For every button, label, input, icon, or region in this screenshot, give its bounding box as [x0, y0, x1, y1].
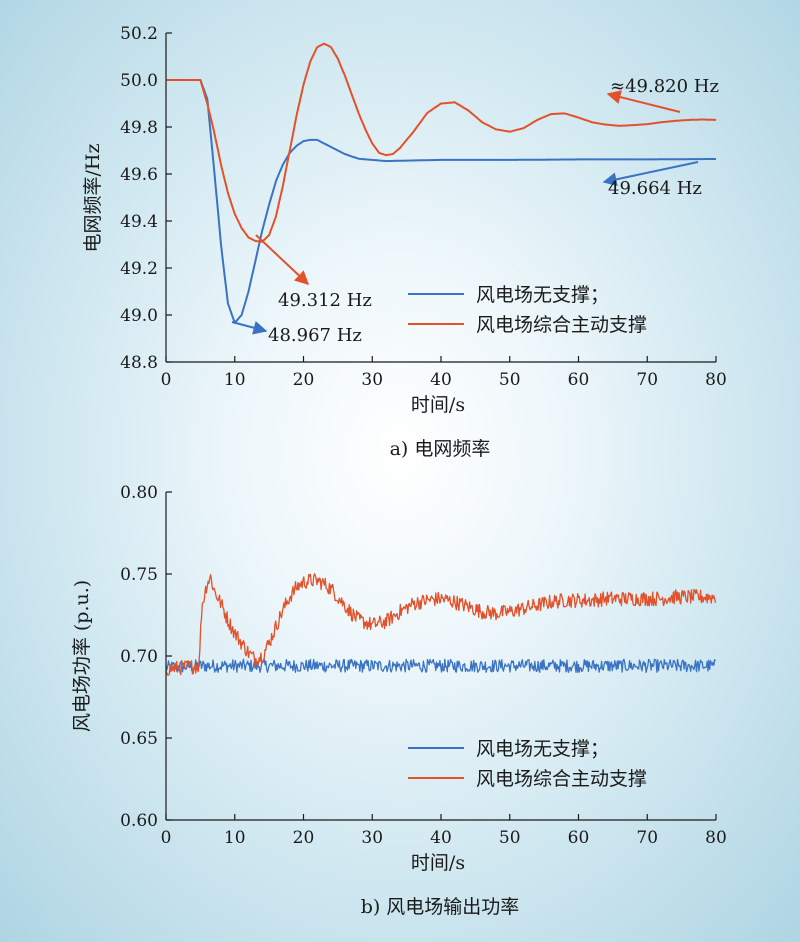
panel-b-x-tick-label: 70 [636, 828, 658, 848]
panel-a-x-tick-label: 70 [636, 370, 658, 390]
panel-b-x-tick-label: 40 [430, 828, 452, 848]
panel-b-y-ticks: 0.60 0.65 0.70 0.75 0.80 [120, 483, 172, 831]
annotation-arrow [231, 321, 268, 335]
panel-a-x-tick-label: 80 [705, 370, 727, 390]
panel-a-y-tick-label: 49.4 [120, 212, 158, 232]
panel-b-y-label: 风电场功率 (p.u.) [71, 580, 93, 732]
panel-a-x-label: 时间/s [411, 394, 465, 416]
panel-b-x-tick-label: 80 [705, 828, 727, 848]
panel-a-y-label: 电网频率/Hz [82, 144, 104, 253]
panel-a-x-tick-label: 60 [568, 370, 590, 390]
panel-a-plot-lines [166, 42, 717, 324]
annotation-label: ≈49.820 Hz [610, 76, 719, 97]
panel-a-y-tick-label: 49.8 [120, 118, 158, 138]
panel-a-y-tick-label: 49.0 [120, 306, 158, 326]
panel-a-y-tick-label: 49.2 [120, 259, 158, 279]
panel-a-series-orange-line [166, 42, 717, 243]
panel-a-x-tick-label: 50 [499, 370, 521, 390]
panel-a-y-tick-label: 50.2 [120, 24, 158, 44]
panel-b-power-chart: 0.60 0.65 0.70 0.75 0.80 0 10 20 30 40 50 60 70 80 风… [71, 483, 727, 918]
panel-a-y-tick-label: 48.8 [120, 353, 158, 373]
panel-b-series-blue-line [165, 658, 717, 673]
panel-b-y-tick-label: 0.80 [120, 483, 158, 503]
panel-a-x-tick-label: 20 [293, 370, 315, 390]
panel-a-series-blue-line [166, 79, 716, 324]
panel-a-y-tick-label: 50.0 [120, 71, 158, 91]
panel-a-annotations: ≈49.820 Hz 49.664 Hz 49.312 Hz 48.967 Hz [231, 76, 719, 346]
panel-b-plot-lines [165, 573, 717, 676]
panel-a-y-tick-label: 49.6 [120, 165, 158, 185]
panel-b-x-tick-label: 0 [161, 828, 172, 848]
annotation-arrow [602, 161, 699, 187]
panel-b-caption: b) 风电场输出功率 [361, 896, 520, 918]
legend-a-orange-label: 风电场综合主动支撑 [476, 314, 647, 336]
panel-a-x-tick-label: 0 [161, 370, 172, 390]
panel-a-x-tick-label: 30 [361, 370, 383, 390]
panel-a-frequency-chart: 48.8 49.0 49.2 49.4 49.6 49.8 50.0 50.2 0 10 20 30… [82, 24, 727, 460]
panel-b-x-tick-label: 20 [293, 828, 315, 848]
annotation-label: 49.312 Hz [278, 290, 372, 311]
panel-b-x-tick-label: 60 [568, 828, 590, 848]
panel-b-y-tick-label: 0.70 [120, 647, 158, 667]
panel-b-x-tick-label: 50 [499, 828, 521, 848]
panel-b-x-label: 时间/s [411, 852, 465, 874]
panel-a-x-tick-label: 40 [430, 370, 452, 390]
annotation-label: 48.967 Hz [268, 325, 362, 346]
legend-b-orange-label: 风电场综合主动支撑 [476, 768, 647, 790]
panel-b-x-ticks: 0 10 20 30 40 50 60 70 80 [161, 814, 727, 848]
panel-b-y-tick-label: 0.65 [120, 729, 158, 749]
legend-b-blue-label: 风电场无支撑； [476, 738, 609, 760]
panel-b-y-tick-label: 0.75 [120, 565, 158, 585]
panel-a-caption: a) 电网频率 [390, 438, 491, 460]
panel-a-x-ticks: 0 10 20 30 40 50 60 70 80 [161, 356, 727, 390]
panel-b-x-tick-label: 30 [361, 828, 383, 848]
annotation-label: 49.664 Hz [608, 178, 702, 199]
panel-b-y-tick-label: 0.60 [120, 811, 158, 831]
panel-b-series-orange-line [165, 573, 717, 676]
panel-b-x-tick-label: 10 [224, 828, 246, 848]
annotation-arrow [606, 90, 681, 113]
legend-a-blue-label: 风电场无支撑； [476, 284, 609, 306]
annotation-arrow [255, 234, 310, 285]
panel-a-y-ticks: 48.8 49.0 49.2 49.4 49.6 49.8 50.0 50.2 [120, 24, 172, 373]
panel-a-x-tick-label: 10 [224, 370, 246, 390]
